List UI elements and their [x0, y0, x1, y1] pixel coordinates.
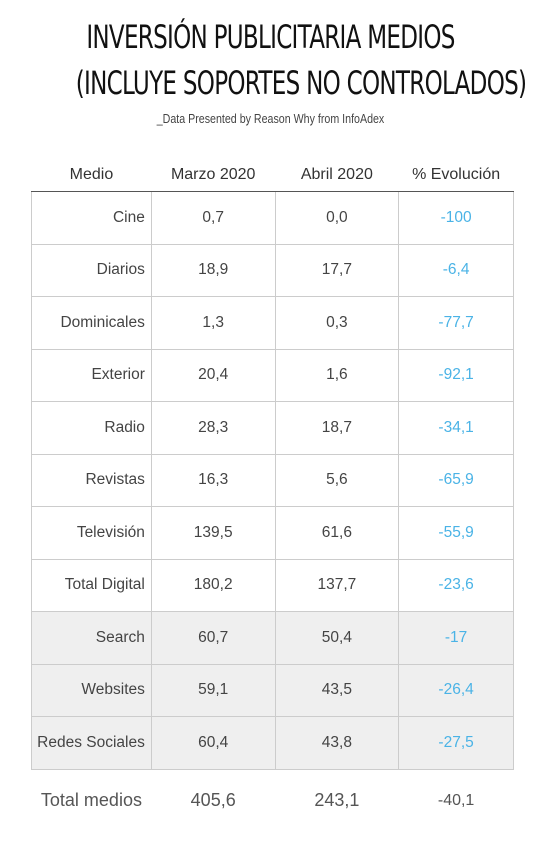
evolucion-cell: -17 — [398, 611, 514, 665]
table-row: Revistas 16,3 5,6 -65,9 — [31, 453, 514, 507]
chart-title-line-1: INVERSIÓN PUBLICITARIA MEDIOS — [86, 18, 455, 56]
medio-cell: Search — [31, 611, 152, 665]
table-row: Redes Sociales 60,4 43,8 -27,5 — [31, 716, 514, 770]
medio-cell: Total Digital — [31, 558, 152, 612]
table-row: Radio 28,3 18,7 -34,1 — [31, 401, 514, 455]
media-investment-table: Medio Marzo 2020 Abril 2020 % Evolución … — [31, 158, 514, 832]
evolucion-cell: -6,4 — [398, 243, 514, 297]
marzo-cell: 59,1 — [150, 663, 276, 717]
table-row: Televisión 139,5 61,6 -55,9 — [31, 506, 514, 560]
evolucion-cell: -77,7 — [398, 296, 514, 350]
evolucion-cell: -26,4 — [398, 663, 514, 717]
table-row: Cine 0,7 0,0 -100 — [31, 191, 514, 245]
medio-cell: Cine — [31, 191, 152, 245]
marzo-cell: 1,3 — [150, 296, 276, 350]
evolucion-cell: -55,9 — [398, 506, 514, 560]
table-row: Websites 59,1 43,5 -26,4 — [31, 663, 514, 717]
medio-cell: Radio — [31, 401, 152, 455]
table-row: Total Digital 180,2 137,7 -23,6 — [31, 558, 514, 612]
abril-cell: 50,4 — [274, 611, 400, 665]
marzo-cell: 28,3 — [150, 401, 276, 455]
table-header-row: Medio Marzo 2020 Abril 2020 % Evolución — [31, 158, 514, 192]
table-row: Diarios 18,9 17,7 -6,4 — [31, 243, 514, 297]
medio-cell: Revistas — [31, 453, 152, 507]
total-medio-cell: Total medios — [31, 769, 152, 832]
evolucion-cell: -65,9 — [398, 453, 514, 507]
evolucion-cell: -92,1 — [398, 348, 514, 402]
table-row: Exterior 20,4 1,6 -92,1 — [31, 348, 514, 402]
chart-title-line-2: (INCLUYE SOPORTES NO CONTROLADOS) — [75, 64, 527, 102]
abril-cell: 17,7 — [274, 243, 400, 297]
table-body: Cine 0,7 0,0 -100 Diarios 18,9 17,7 -6,4 Dominic… — [31, 191, 514, 832]
marzo-cell: 139,5 — [150, 506, 276, 560]
marzo-cell: 0,7 — [150, 191, 276, 245]
abril-cell: 43,8 — [274, 716, 400, 770]
abril-cell: 137,7 — [274, 558, 400, 612]
abril-cell: 0,0 — [274, 191, 400, 245]
evolucion-cell: -27,5 — [398, 716, 514, 770]
total-row: Total medios 405,6 243,1 -40,1 — [31, 769, 514, 832]
abril-cell: 18,7 — [274, 401, 400, 455]
evolucion-cell: -23,6 — [398, 558, 514, 612]
medio-cell: Diarios — [31, 243, 152, 297]
medio-cell: Dominicales — [31, 296, 152, 350]
evolucion-cell: -34,1 — [398, 401, 514, 455]
column-header-abril: Abril 2020 — [275, 158, 399, 192]
total-abril-cell: 243,1 — [275, 769, 399, 832]
table-row: Search 60,7 50,4 -17 — [31, 611, 514, 665]
abril-cell: 5,6 — [274, 453, 400, 507]
abril-cell: 43,5 — [274, 663, 400, 717]
abril-cell: 1,6 — [274, 348, 400, 402]
column-header-marzo: Marzo 2020 — [151, 158, 276, 192]
chart-subtitle: _Data Presented by Reason Why from InfoA… — [156, 111, 385, 126]
evolucion-cell: -100 — [398, 191, 514, 245]
abril-cell: 61,6 — [274, 506, 400, 560]
column-header-evolucion: % Evolución — [398, 158, 514, 192]
total-marzo-cell: 405,6 — [151, 769, 276, 832]
marzo-cell: 180,2 — [150, 558, 276, 612]
total-evolucion-cell: -40,1 — [398, 769, 514, 832]
column-header-medio: Medio — [31, 158, 152, 192]
marzo-cell: 20,4 — [150, 348, 276, 402]
marzo-cell: 60,4 — [150, 716, 276, 770]
marzo-cell: 18,9 — [150, 243, 276, 297]
abril-cell: 0,3 — [274, 296, 400, 350]
medio-cell: Redes Sociales — [31, 716, 152, 770]
marzo-cell: 16,3 — [150, 453, 276, 507]
medio-cell: Televisión — [31, 506, 152, 560]
medio-cell: Websites — [31, 663, 152, 717]
table-row: Dominicales 1,3 0,3 -77,7 — [31, 296, 514, 350]
marzo-cell: 60,7 — [150, 611, 276, 665]
medio-cell: Exterior — [31, 348, 152, 402]
